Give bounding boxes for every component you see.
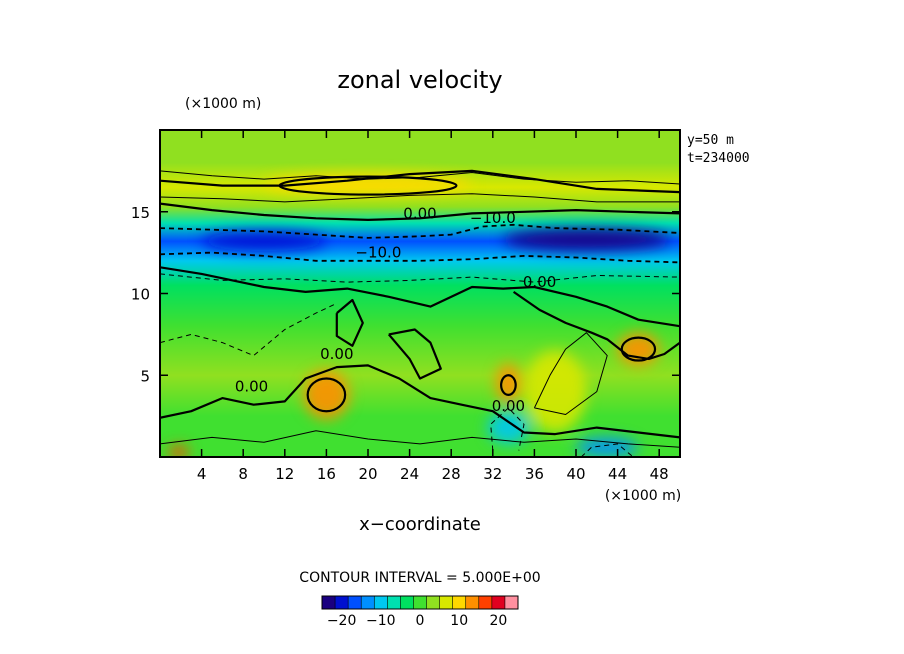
- colorbar-tick-label: 0: [416, 613, 425, 629]
- info-line-y: y=50 m: [687, 133, 734, 148]
- contour-line: [160, 430, 680, 448]
- contour-line: [490, 407, 525, 451]
- colorbar-swatch: [374, 596, 388, 609]
- contour-label: −10.0: [470, 209, 516, 227]
- colorbar-swatch: [465, 596, 480, 609]
- contour-interval-text: CONTOUR INTERVAL = 5.000E+00: [299, 570, 540, 586]
- heatmap-blob: [201, 231, 327, 251]
- contour-label: −10.0: [355, 244, 401, 262]
- colorbar-swatch: [504, 596, 519, 609]
- y-tick-label: 5: [140, 367, 150, 385]
- colorbar-swatch: [348, 596, 362, 609]
- colorbar-frame: [321, 595, 519, 610]
- x-tick-label: 32: [483, 465, 502, 483]
- y-axis-unit: (×1000 m): [185, 96, 261, 112]
- colorbar-swatch: [439, 596, 453, 609]
- contour-lines: [160, 169, 680, 457]
- colorbar-swatch: [426, 596, 440, 609]
- contour-closed: [278, 175, 458, 196]
- x-tick-label: 8: [238, 465, 248, 483]
- contour-line: [160, 364, 680, 439]
- heatmap-blob: [503, 228, 670, 251]
- x-tick-label: 24: [400, 465, 419, 483]
- info-line-t: t=234000: [687, 151, 750, 166]
- x-tick-label: 28: [442, 465, 461, 483]
- contour-line: [160, 223, 680, 239]
- contour-closed: [306, 377, 347, 413]
- contour-closed: [500, 374, 517, 396]
- colorbar-swatch: [335, 596, 349, 609]
- heatmap-blob: [495, 363, 521, 404]
- colorbar-swatch: [452, 596, 467, 609]
- contour-line: [533, 332, 608, 415]
- contour-line: [160, 251, 680, 264]
- y-tick-label: 15: [131, 204, 150, 222]
- contour-line: [387, 328, 442, 380]
- contour-label: 0.00: [523, 273, 556, 291]
- contour-line: [160, 273, 680, 283]
- chart-title: zonal velocity: [337, 66, 502, 94]
- colorbar-swatch: [322, 596, 336, 609]
- x-tick-label: 16: [317, 465, 336, 483]
- plot-area: 0.00 −10.0 −10.0 0.00 0.00 0.00 0.00: [160, 130, 680, 457]
- colorbar-swatch: [361, 596, 375, 609]
- heatmap-blob: [168, 445, 190, 457]
- contour-line: [160, 266, 680, 328]
- x-axis-label: x−coordinate: [359, 514, 481, 535]
- x-axis-ticks: 4 8 12 16 20 24 28 32 36 40 44 48: [197, 130, 669, 483]
- contour-label: 0.00: [235, 378, 268, 396]
- contour-line: [160, 202, 680, 221]
- contour-closed: [620, 336, 657, 362]
- x-tick-label: 48: [650, 465, 669, 483]
- contour-line: [512, 290, 680, 360]
- contour-line: [160, 193, 680, 203]
- contour-labels: 0.00 −10.0 −10.0 0.00 0.00 0.00 0.00: [235, 204, 556, 415]
- contour-label: 0.00: [403, 204, 436, 222]
- colorbar-swatch: [387, 596, 401, 609]
- y-axis-ticks: 5 10 15: [131, 204, 680, 385]
- contour-line: [160, 169, 680, 194]
- colorbar-swatch: [400, 596, 414, 609]
- contour-label: 0.00: [492, 397, 525, 415]
- x-tick-label: 20: [358, 465, 377, 483]
- info-box: y=50 m t=234000: [687, 133, 750, 166]
- x-tick-label: 12: [275, 465, 294, 483]
- heatmap-blob: [524, 350, 587, 433]
- colorbar: [321, 595, 519, 610]
- colorbar-tick-labels: −20 −10 0 10 20: [327, 613, 507, 629]
- y-tick-label: 10: [131, 286, 150, 304]
- x-tick-label: 40: [566, 465, 585, 483]
- colorbar-tick-label: 20: [489, 613, 507, 629]
- colorbar-swatch: [413, 596, 427, 609]
- heatmap-blob: [576, 437, 639, 457]
- x-tick-label: 4: [197, 465, 207, 483]
- contour-line: [160, 302, 338, 357]
- contour-line: [580, 443, 634, 457]
- colorbar-swatch: [478, 596, 493, 609]
- x-tick-label: 44: [608, 465, 627, 483]
- x-tick-label: 36: [525, 465, 544, 483]
- colorbar-swatch: [491, 596, 506, 609]
- contour-label: 0.00: [320, 345, 353, 363]
- contour-line: [335, 298, 364, 347]
- x-axis-unit: (×1000 m): [605, 488, 681, 504]
- colorbar-tick-label: −10: [366, 613, 396, 629]
- colorbar-tick-label: 10: [450, 613, 468, 629]
- colorbar-tick-label: −20: [327, 613, 357, 629]
